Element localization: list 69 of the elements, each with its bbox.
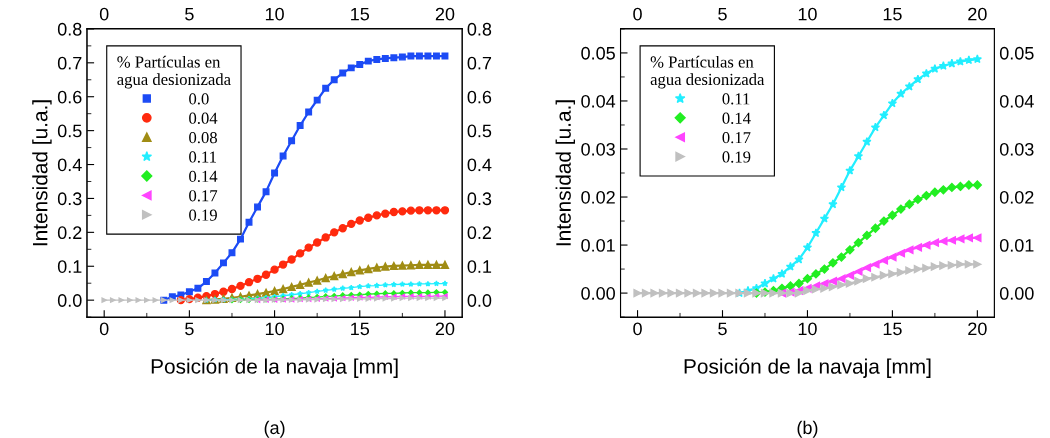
x2-tick-label: 20 — [435, 7, 455, 21]
x-tick-label: 0 — [99, 322, 109, 336]
y2-tick-label: 0.1 — [467, 260, 492, 273]
x2-tick-label: 15 — [351, 7, 370, 21]
x2-tick-label: 15 — [883, 7, 902, 21]
y2-tick-label: 0.0 — [467, 294, 492, 307]
x-tick-label: 20 — [435, 322, 455, 336]
y-tick-label: 0.5 — [57, 124, 82, 138]
legend-label: 0.17 — [722, 131, 751, 144]
y-axis-title: Intensidad [u.a.] — [555, 100, 575, 246]
x2-tick-label: 10 — [798, 7, 817, 21]
y-tick-label: 0.00 — [581, 287, 615, 300]
y2-tick-label: 0.5 — [467, 124, 492, 138]
legend-label: 0.17 — [189, 190, 218, 202]
x-axis-title: Posición de la navaja [mm] — [684, 358, 931, 378]
y-tick-label: 0.03 — [581, 142, 615, 156]
x2-tick-label: 0 — [633, 7, 642, 21]
x-tick-label: 5 — [185, 322, 194, 336]
y2-tick-label: 0.3 — [467, 192, 492, 206]
legend-label: 0.08 — [189, 131, 217, 144]
y-tick-label: 0.4 — [57, 158, 82, 172]
legend-label: 0.14 — [189, 170, 218, 183]
y2-tick-label: 0.01 — [999, 239, 1034, 252]
x-tick-label: 0 — [633, 322, 642, 336]
y2-tick-label: 0.04 — [999, 94, 1034, 108]
legend-label: 0.14 — [722, 112, 751, 124]
y-tick-label: 0.0 — [57, 294, 82, 307]
x2-tick-label: 0 — [99, 7, 109, 21]
x2-tick-label: 5 — [185, 7, 194, 21]
x-axis-title: Posición de la navaja [mm] — [151, 358, 398, 378]
y-tick-label: 0.1 — [57, 260, 82, 273]
legend-label: 0.11 — [189, 151, 217, 163]
legend-label: 0.19 — [189, 209, 217, 221]
y2-tick-label: 0.02 — [999, 190, 1034, 204]
legend-title: % Partículas en agua desionizada — [117, 55, 231, 89]
y-axis-title: Intensidad [u.a.] — [32, 100, 52, 246]
text: (a) — [264, 420, 285, 438]
legend-label: 0.19 — [722, 151, 751, 163]
legend-label: 0.0 — [189, 93, 209, 105]
x-tick-label: 5 — [718, 322, 727, 336]
y-tick-label: 0.6 — [57, 90, 82, 104]
legend-label: 0.04 — [189, 112, 218, 124]
x-tick-label: 10 — [265, 322, 284, 336]
y2-tick-label: 0.03 — [999, 142, 1034, 156]
x-tick-label: 15 — [883, 322, 902, 336]
legend-title: % Partículas en agua desionizada — [650, 55, 765, 89]
x-tick-label: 20 — [968, 322, 987, 336]
y2-tick-label: 0.4 — [467, 158, 492, 172]
y-tick-label: 0.7 — [57, 56, 82, 70]
y2-tick-label: 0.05 — [999, 46, 1034, 60]
y-tick-label: 0.02 — [581, 190, 615, 204]
y-tick-label: 0.01 — [581, 239, 615, 252]
legend-label: 0.11 — [722, 93, 750, 105]
y-tick-label: 0.3 — [57, 192, 82, 206]
y2-tick-label: 0.7 — [467, 56, 492, 70]
y-tick-label: 0.05 — [581, 46, 615, 60]
y2-tick-label: 0.8 — [467, 22, 492, 36]
x-tick-label: 10 — [798, 322, 817, 336]
y-tick-label: 0.8 — [57, 22, 82, 36]
x2-tick-label: 20 — [968, 7, 987, 21]
y2-tick-label: 0.00 — [999, 287, 1034, 300]
y2-tick-label: 0.6 — [467, 90, 492, 104]
y-tick-label: 0.04 — [581, 94, 616, 108]
y-tick-label: 0.2 — [57, 226, 82, 240]
x2-tick-label: 5 — [718, 7, 727, 21]
x2-tick-label: 10 — [265, 7, 284, 21]
y2-tick-label: 0.2 — [467, 226, 492, 240]
text: (b) — [797, 420, 818, 438]
x-tick-label: 15 — [351, 322, 370, 336]
